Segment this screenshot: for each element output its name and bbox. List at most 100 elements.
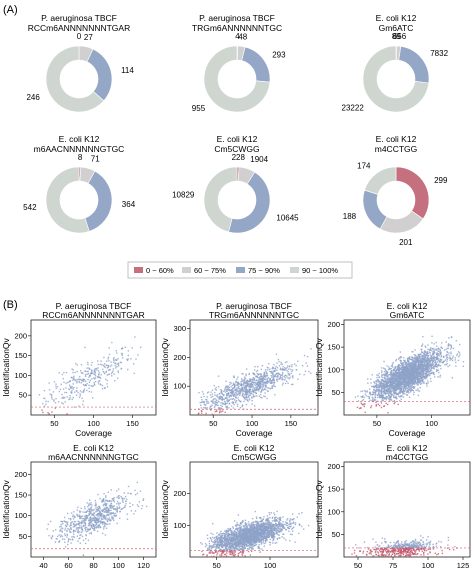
scatter-point bbox=[376, 381, 378, 383]
scatter-point bbox=[88, 514, 91, 516]
scatter-point bbox=[447, 365, 449, 368]
chart-title: P. aeruginosa TBCF bbox=[199, 13, 275, 23]
scatter-point bbox=[429, 358, 431, 360]
scatter-point bbox=[70, 526, 72, 529]
scatter-point bbox=[207, 402, 210, 404]
scatter-point bbox=[276, 378, 278, 380]
scatter-point bbox=[404, 359, 406, 362]
scatter-point bbox=[105, 378, 107, 381]
scatter-point bbox=[257, 374, 259, 376]
scatter-point bbox=[382, 384, 384, 386]
scatter-point bbox=[79, 531, 81, 533]
scatter-point bbox=[421, 361, 424, 364]
scatter-point bbox=[252, 385, 254, 388]
scatter-point bbox=[80, 371, 83, 374]
scatter-point bbox=[88, 374, 91, 377]
scatter-point bbox=[205, 407, 207, 410]
scatter-point bbox=[450, 344, 453, 347]
scatter-point bbox=[450, 347, 453, 349]
scatter-point bbox=[101, 510, 104, 513]
scatter-point bbox=[423, 354, 425, 356]
scatter-point bbox=[98, 372, 100, 374]
scatter-point bbox=[65, 371, 68, 374]
scatter-point bbox=[86, 373, 88, 375]
scatter-point bbox=[83, 520, 85, 523]
scatter-point bbox=[93, 517, 96, 519]
scatter-point bbox=[392, 383, 394, 385]
scatter-point bbox=[459, 343, 461, 346]
scatter-point bbox=[408, 378, 410, 380]
scatter-point bbox=[418, 353, 420, 356]
scatter-point bbox=[137, 505, 140, 508]
scatter-point bbox=[274, 375, 277, 377]
scatter-point bbox=[77, 506, 79, 509]
scatter-point bbox=[379, 396, 382, 399]
scatter-point bbox=[273, 363, 275, 366]
scatter-point bbox=[98, 380, 101, 382]
points bbox=[354, 335, 465, 414]
scatter-point bbox=[235, 384, 238, 386]
scatter-point bbox=[131, 347, 133, 349]
scatter-point bbox=[90, 507, 92, 509]
scatter-point bbox=[450, 336, 453, 338]
scatter-point bbox=[409, 374, 412, 376]
scatter-point bbox=[213, 400, 215, 403]
scatter-point bbox=[224, 402, 227, 405]
scatter-point bbox=[71, 521, 74, 523]
scatter-point bbox=[389, 392, 392, 394]
scatter-point bbox=[429, 372, 431, 375]
scatter-point bbox=[418, 361, 420, 363]
scatter-point bbox=[409, 373, 412, 376]
scatter-point bbox=[90, 531, 92, 534]
scatter-point bbox=[211, 413, 214, 416]
scatter-point bbox=[391, 366, 394, 368]
scatter-point bbox=[411, 375, 414, 377]
scatter-point bbox=[251, 390, 253, 393]
scatter-point bbox=[399, 396, 401, 398]
scatter-point bbox=[76, 527, 78, 529]
scatter-point bbox=[377, 403, 379, 406]
scatter-point bbox=[236, 403, 239, 406]
scatter-point bbox=[94, 517, 97, 519]
scatter-point bbox=[54, 541, 57, 543]
scatter-point bbox=[219, 397, 221, 399]
scatter-point bbox=[391, 375, 393, 377]
scatter-point bbox=[247, 392, 249, 394]
scatter-point bbox=[85, 384, 87, 387]
scatter-point bbox=[95, 523, 97, 526]
scatter-point bbox=[97, 493, 99, 496]
scatter-point bbox=[394, 385, 397, 388]
scatter-point bbox=[387, 384, 389, 387]
scatter-point bbox=[388, 393, 390, 396]
slice-label: 246 bbox=[26, 93, 40, 102]
scatter-point bbox=[99, 377, 102, 379]
scatter-point bbox=[405, 381, 408, 384]
scatter-point bbox=[434, 363, 437, 365]
scatter-point bbox=[416, 373, 418, 375]
scatter-point bbox=[409, 386, 412, 388]
scatter-point bbox=[272, 367, 275, 370]
scatter-point bbox=[394, 367, 396, 369]
scatter-point bbox=[60, 523, 62, 526]
scatter-point bbox=[393, 382, 395, 385]
scatter-point bbox=[246, 385, 249, 388]
scatter-point bbox=[386, 378, 389, 381]
scatter-point bbox=[239, 540, 242, 542]
scatter-point bbox=[402, 390, 405, 393]
scatter-point bbox=[452, 355, 454, 357]
scatter-point bbox=[422, 358, 424, 360]
scatter-point bbox=[397, 367, 399, 369]
scatter-point bbox=[80, 531, 83, 534]
scatter-point bbox=[373, 398, 376, 400]
scatter-point bbox=[243, 386, 246, 389]
scatter-point bbox=[102, 498, 105, 500]
scatter-chart: E. coli K12Cm5CWGG50100100200CoverageIde… bbox=[160, 443, 319, 568]
scatter-point bbox=[361, 399, 364, 402]
scatter-point bbox=[206, 392, 209, 394]
scatter-point bbox=[415, 370, 417, 373]
scatter-point bbox=[378, 396, 381, 399]
scatter-point bbox=[78, 381, 81, 384]
scatter-point bbox=[226, 386, 228, 388]
scatter-point bbox=[111, 504, 113, 507]
